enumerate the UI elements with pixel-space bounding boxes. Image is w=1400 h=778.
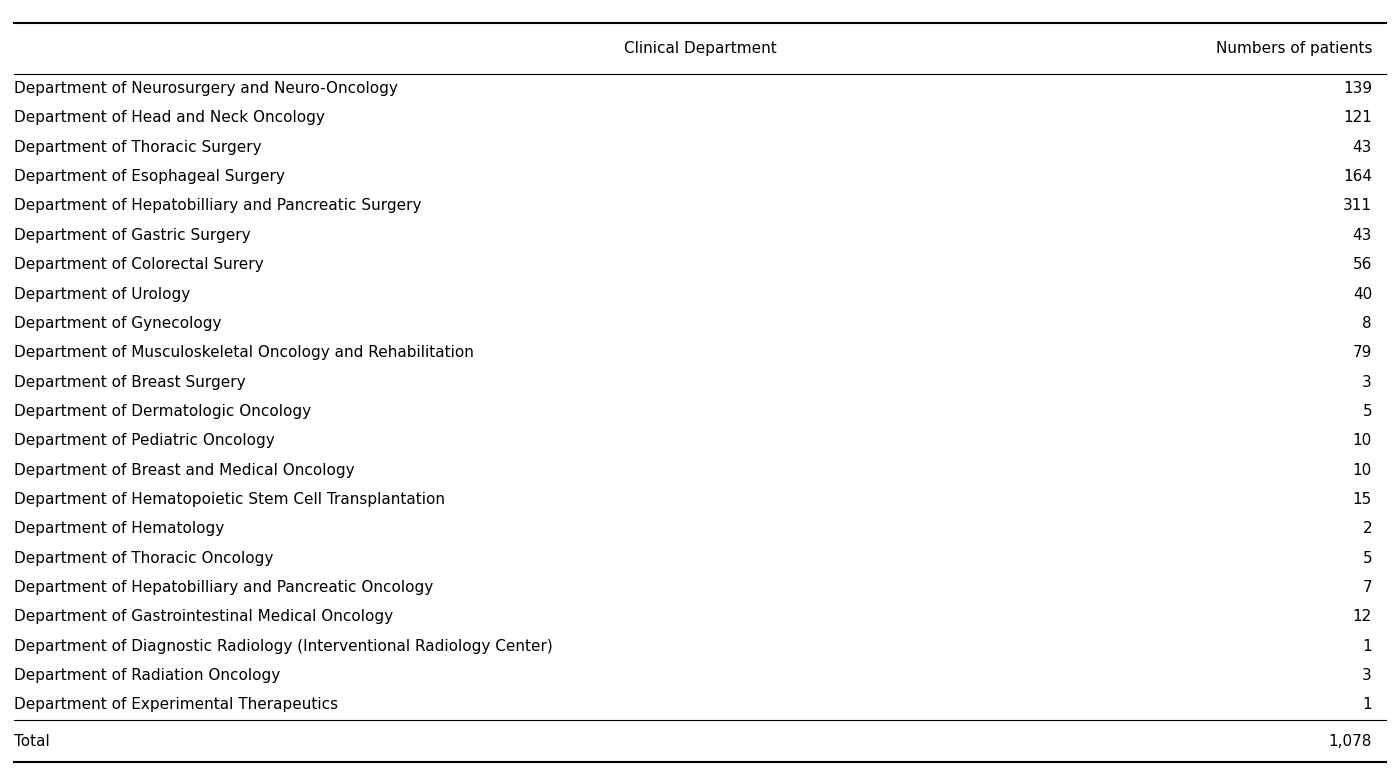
Text: Department of Experimental Therapeutics: Department of Experimental Therapeutics <box>14 697 339 713</box>
Text: Department of Dermatologic Oncology: Department of Dermatologic Oncology <box>14 404 311 419</box>
Text: 5: 5 <box>1362 551 1372 566</box>
Text: 1: 1 <box>1362 639 1372 654</box>
Text: 7: 7 <box>1362 580 1372 595</box>
Text: 8: 8 <box>1362 316 1372 331</box>
Text: Numbers of patients: Numbers of patients <box>1215 41 1372 56</box>
Text: 2: 2 <box>1362 521 1372 536</box>
Text: 139: 139 <box>1343 81 1372 96</box>
Text: Department of Neurosurgery and Neuro-Oncology: Department of Neurosurgery and Neuro-Onc… <box>14 81 398 96</box>
Text: 121: 121 <box>1343 110 1372 125</box>
Text: 10: 10 <box>1352 463 1372 478</box>
Text: 3: 3 <box>1362 668 1372 683</box>
Text: Department of Colorectal Surery: Department of Colorectal Surery <box>14 258 263 272</box>
Text: 3: 3 <box>1362 374 1372 390</box>
Text: 15: 15 <box>1352 492 1372 507</box>
Text: 311: 311 <box>1343 198 1372 213</box>
Text: Department of Breast and Medical Oncology: Department of Breast and Medical Oncolog… <box>14 463 354 478</box>
Text: Department of Hematology: Department of Hematology <box>14 521 224 536</box>
Text: 1: 1 <box>1362 697 1372 713</box>
Text: Department of Head and Neck Oncology: Department of Head and Neck Oncology <box>14 110 325 125</box>
Text: Department of Thoracic Oncology: Department of Thoracic Oncology <box>14 551 273 566</box>
Text: Department of Hepatobilliary and Pancreatic Oncology: Department of Hepatobilliary and Pancrea… <box>14 580 433 595</box>
Text: 5: 5 <box>1362 404 1372 419</box>
Text: Department of Radiation Oncology: Department of Radiation Oncology <box>14 668 280 683</box>
Text: Department of Esophageal Surgery: Department of Esophageal Surgery <box>14 169 284 184</box>
Text: Department of Thoracic Surgery: Department of Thoracic Surgery <box>14 140 262 155</box>
Text: Department of Gastrointestinal Medical Oncology: Department of Gastrointestinal Medical O… <box>14 609 393 625</box>
Text: Department of Musculoskeletal Oncology and Rehabilitation: Department of Musculoskeletal Oncology a… <box>14 345 473 360</box>
Text: Department of Breast Surgery: Department of Breast Surgery <box>14 374 245 390</box>
Text: 40: 40 <box>1352 286 1372 302</box>
Text: Total: Total <box>14 734 50 748</box>
Text: 10: 10 <box>1352 433 1372 448</box>
Text: 56: 56 <box>1352 258 1372 272</box>
Text: Department of Urology: Department of Urology <box>14 286 190 302</box>
Text: Department of Hematopoietic Stem Cell Transplantation: Department of Hematopoietic Stem Cell Tr… <box>14 492 445 507</box>
Text: Department of Gynecology: Department of Gynecology <box>14 316 221 331</box>
Text: 164: 164 <box>1343 169 1372 184</box>
Text: 43: 43 <box>1352 140 1372 155</box>
Text: Department of Gastric Surgery: Department of Gastric Surgery <box>14 228 251 243</box>
Text: Clinical Department: Clinical Department <box>623 41 777 56</box>
Text: 1,078: 1,078 <box>1329 734 1372 748</box>
Text: Department of Hepatobilliary and Pancreatic Surgery: Department of Hepatobilliary and Pancrea… <box>14 198 421 213</box>
Text: 43: 43 <box>1352 228 1372 243</box>
Text: 79: 79 <box>1352 345 1372 360</box>
Text: Department of Pediatric Oncology: Department of Pediatric Oncology <box>14 433 274 448</box>
Text: Department of Diagnostic Radiology (Interventional Radiology Center): Department of Diagnostic Radiology (Inte… <box>14 639 553 654</box>
Text: 12: 12 <box>1352 609 1372 625</box>
